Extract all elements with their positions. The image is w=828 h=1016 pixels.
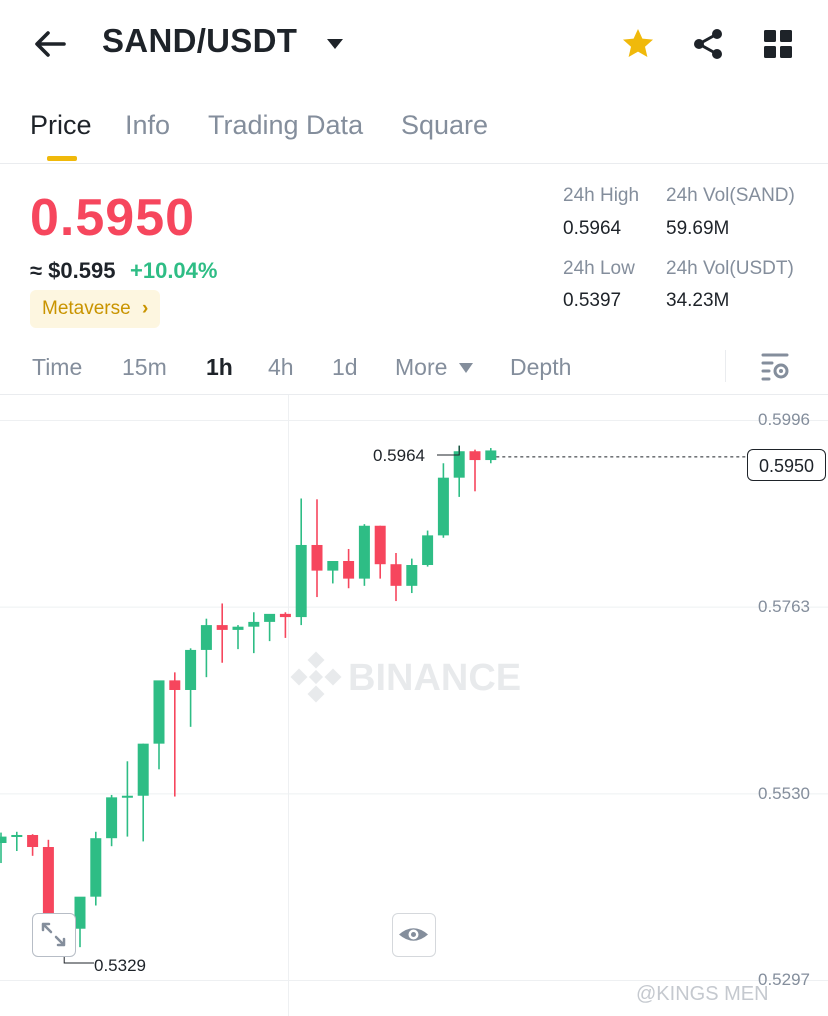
candle-body — [374, 525, 386, 565]
candle-body — [327, 561, 339, 571]
fullscreen-button[interactable] — [32, 913, 76, 957]
interval-1d[interactable]: 1d — [332, 354, 358, 380]
pair-title[interactable]: SAND/USDT — [102, 22, 298, 59]
interval-depth[interactable]: Depth — [510, 354, 572, 380]
low-marker-label: 0.5329 — [94, 956, 146, 975]
candle-body — [453, 451, 465, 478]
stat-24h-high-label: 24h High — [563, 185, 640, 206]
candle-body — [248, 621, 260, 627]
interval-1h[interactable]: 1h — [206, 354, 233, 380]
stat-24h-vol-quote-label: 24h Vol(USDT) — [666, 258, 794, 279]
favorite-star-icon[interactable] — [620, 26, 656, 62]
candle-body — [200, 625, 212, 650]
current-price-marker: 0.5950 — [747, 449, 826, 481]
candle-body — [485, 450, 497, 461]
interval-4h[interactable]: 4h — [268, 354, 294, 380]
stat-24h-vol-base-value: 59.69M — [666, 218, 730, 239]
user-watermark: @KINGS MEN — [636, 983, 769, 1005]
chart-settings-icon[interactable] — [760, 352, 792, 382]
interval-more[interactable]: More — [395, 354, 448, 380]
candle-body — [437, 477, 449, 536]
candle-body — [137, 743, 149, 796]
stat-24h-vol-base-label: 24h Vol(SAND) — [666, 185, 795, 206]
candle-body — [90, 838, 102, 897]
interval-time[interactable]: Time — [32, 354, 83, 380]
active-tab-indicator — [47, 156, 77, 161]
binance-watermark-logo: BINANCE — [290, 651, 521, 703]
low-marker-leader — [63, 954, 94, 964]
interval-divider — [0, 394, 828, 395]
candle-body — [343, 561, 355, 579]
tab-price[interactable]: Price — [30, 110, 92, 140]
y-tick-3: 0.5297 — [758, 970, 810, 989]
tab-square[interactable]: Square — [401, 110, 489, 140]
stat-24h-vol-quote-value: 34.23M — [666, 290, 730, 311]
y-tick-2: 0.5530 — [758, 784, 810, 803]
candle-body — [11, 834, 23, 837]
watermark-text: BINANCE — [348, 657, 521, 699]
candle-body — [406, 565, 418, 586]
tabs-divider — [0, 163, 828, 164]
eye-icon — [399, 928, 428, 941]
candle-body — [295, 544, 307, 618]
grid-menu-icon[interactable] — [762, 28, 794, 60]
more-caret-down-icon[interactable] — [458, 362, 474, 374]
back-arrow-icon[interactable] — [30, 24, 70, 64]
candle-body — [232, 626, 244, 630]
candle-body — [106, 797, 118, 839]
candle-body — [185, 649, 197, 690]
metaverse-tag[interactable]: Metaverse › — [30, 290, 161, 328]
expand-icon — [41, 922, 66, 947]
y-tick-1: 0.5763 — [758, 597, 810, 616]
chevron-right-icon: › — [141, 298, 149, 319]
candle-body — [264, 613, 276, 622]
candle-body — [311, 544, 323, 571]
candlestick-chart[interactable] — [0, 395, 828, 1016]
candle-body — [42, 847, 54, 924]
candle-body — [422, 535, 434, 566]
tag-label: Metaverse — [42, 298, 131, 319]
candle-body — [279, 613, 291, 618]
candle-body — [469, 451, 481, 461]
candle-body — [121, 795, 133, 798]
tab-info[interactable]: Info — [125, 110, 171, 140]
candle-body — [390, 564, 402, 586]
last-price: 0.5950 — [30, 189, 196, 247]
candle-body — [153, 680, 165, 744]
caret-down-icon[interactable] — [326, 38, 344, 50]
stat-24h-low-label: 24h Low — [563, 258, 635, 279]
high-marker-leader — [437, 445, 460, 456]
candle-body — [0, 836, 7, 844]
price-change-percent: +10.04% — [130, 258, 218, 283]
interval-separator — [725, 350, 726, 382]
candle-body — [216, 625, 228, 630]
stat-24h-low-value: 0.5397 — [563, 290, 622, 311]
candle-body — [358, 525, 370, 579]
toggle-indicators-button[interactable] — [392, 913, 436, 957]
candle-body — [74, 896, 86, 929]
high-marker-label: 0.5964 — [373, 446, 425, 465]
candle-body — [27, 834, 39, 848]
interval-15m[interactable]: 15m — [122, 354, 167, 380]
fiat-price: ≈ $0.595 — [30, 258, 116, 283]
y-tick-0: 0.5996 — [758, 410, 810, 429]
share-icon[interactable] — [690, 26, 726, 62]
candle-body — [169, 680, 181, 690]
tab-trading-data[interactable]: Trading Data — [208, 110, 364, 140]
stat-24h-high-value: 0.5964 — [563, 218, 622, 239]
